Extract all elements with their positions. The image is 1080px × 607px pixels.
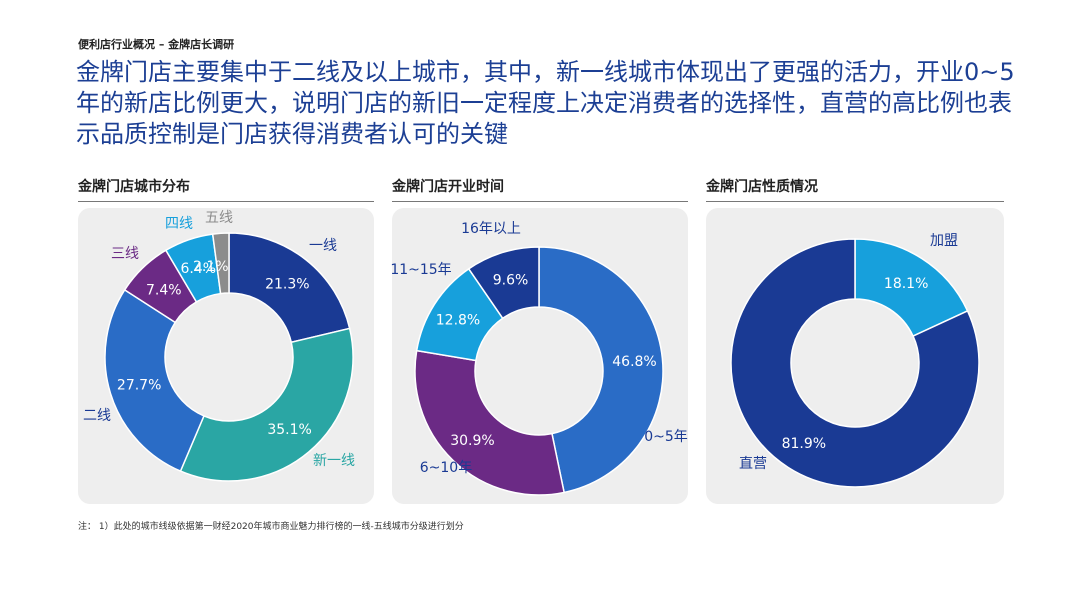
chart-panel-age xyxy=(392,208,688,504)
chart-panel-type xyxy=(706,208,1004,504)
chart-panel-city xyxy=(78,208,374,504)
divider xyxy=(392,201,688,202)
breadcrumb: 便利店行业概况 – 金牌店长调研 xyxy=(78,38,235,51)
chart-title-city: 金牌门店城市分布 xyxy=(78,179,190,195)
page-title: 金牌门店主要集中于二线及以上城市，其中，新一线城市体现出了更强的活力，开业0~5… xyxy=(76,58,1015,148)
chart-title-type: 金牌门店性质情况 xyxy=(706,179,818,195)
divider xyxy=(706,201,1004,202)
chart-title-age: 金牌门店开业时间 xyxy=(392,179,504,195)
footnote: 注： 1）此处的城市线级依据第一财经2020年城市商业魅力排行榜的一线-五线城市… xyxy=(78,522,464,532)
divider xyxy=(78,201,374,202)
